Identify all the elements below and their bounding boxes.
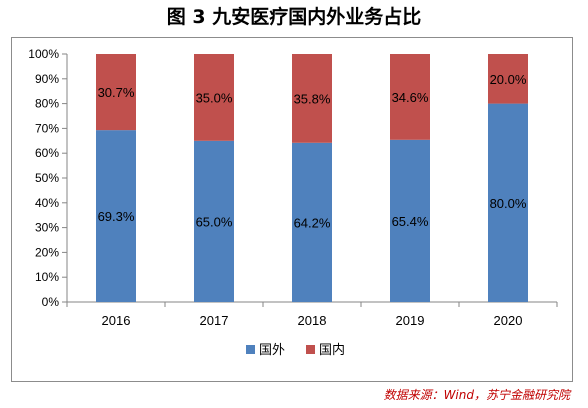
data-label: 80.0% [490,196,527,211]
y-tick-label: 60% [35,146,59,160]
y-tick-label: 80% [35,97,59,111]
data-label: 35.0% [196,90,233,105]
legend-swatch [246,345,255,354]
y-tick-label: 70% [35,121,59,135]
y-tick-label: 100% [28,47,59,61]
source-note: 数据来源：Wind，苏宁金融研究院 [383,388,570,402]
x-tick-label: 2018 [298,313,327,328]
x-tick-label: 2016 [102,313,131,328]
data-label: 65.0% [196,214,233,229]
data-label: 35.8% [294,91,331,106]
data-label: 30.7% [98,85,135,100]
legend-swatch [306,345,315,354]
data-label: 64.2% [294,215,331,230]
y-tick-label: 90% [35,72,59,86]
x-tick-label: 2019 [396,313,425,328]
y-tick-label: 20% [35,245,59,259]
bar-overseas [96,130,136,302]
bar-domestic [292,54,332,143]
x-tick-label: 2017 [200,313,229,328]
legend-label: 国外 [259,343,285,358]
bar-domestic [194,54,234,141]
bar-domestic [488,54,528,104]
y-tick-label: 40% [35,196,59,210]
y-tick-label: 30% [35,221,59,235]
data-label: 34.6% [392,90,429,105]
data-label: 65.4% [392,214,429,229]
bar-domestic [96,54,136,131]
chart-title: 图 3 九安医疗国内外业务占比 [166,6,422,28]
bar-overseas [194,140,234,302]
data-label: 20.0% [490,72,527,87]
bar-overseas [292,142,332,302]
stacked-bar-chart: 0% 10% 20% 30% 40% 50% 60% 70% 80% 90% 100% 69.3% 30… [28,47,558,358]
legend-label: 国内 [319,342,345,358]
y-tick-label: 50% [35,171,59,185]
bar-domestic [390,54,430,140]
data-label: 69.3% [98,209,135,224]
y-tick-label: 0% [42,295,60,309]
x-tick-label: 2020 [494,313,523,328]
bar-overseas [390,139,430,302]
bar-overseas [488,103,528,302]
y-tick-label: 10% [35,270,59,284]
chart-frame: 0% 10% 20% 30% 40% 50% 60% 70% 80% 90% 100% 69.3% 30… [11,37,573,382]
